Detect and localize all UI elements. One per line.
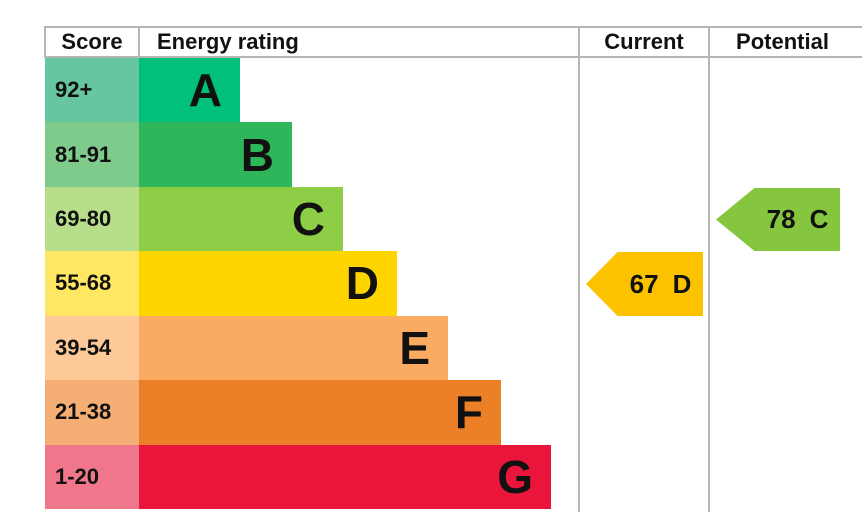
score-range-label: 21-38 xyxy=(55,399,112,425)
current-rating-value: 67 xyxy=(629,268,659,299)
potential-rating-letter: C xyxy=(809,204,829,234)
score-range-cell: 55-68 xyxy=(45,251,139,316)
band-row-a: 92+ A xyxy=(45,58,862,123)
current-column-header: Current xyxy=(604,29,684,54)
current-column-line xyxy=(578,26,580,512)
score-range-cell: 1-20 xyxy=(45,444,139,509)
band-bar-c: C xyxy=(139,186,343,252)
band-bar-f: F xyxy=(139,380,501,445)
band-row-c: 69-80 C xyxy=(45,186,862,252)
band-row-d: 55-68 D xyxy=(45,251,862,316)
potential-column-header: Potential xyxy=(736,29,829,54)
energy-rating-column-header: Energy rating xyxy=(157,29,299,54)
band-row-b: 81-91 B xyxy=(45,122,862,187)
band-letter: F xyxy=(454,386,483,439)
header-left-border xyxy=(44,26,46,58)
band-row-f: 21-38 F xyxy=(45,380,862,445)
band-letter: C xyxy=(291,193,325,246)
band-bar-a: A xyxy=(139,58,240,123)
potential-column-line xyxy=(708,26,710,512)
score-range-label: 92+ xyxy=(55,77,93,103)
score-range-label: 81-91 xyxy=(55,141,112,167)
band-bar-g: G xyxy=(139,444,551,509)
band-letter: E xyxy=(399,321,430,374)
band-letter: D xyxy=(345,257,379,310)
band-row-e: 39-54 E xyxy=(45,315,862,381)
score-range-cell: 92+ xyxy=(45,58,139,123)
potential-rating-value: 78 xyxy=(766,204,796,234)
score-range-label: 55-68 xyxy=(55,270,112,296)
band-letter: G xyxy=(497,450,533,503)
band-letter: B xyxy=(240,128,274,181)
header-top-border xyxy=(44,26,862,28)
score-energy-divider xyxy=(138,26,140,58)
score-range-cell: 21-38 xyxy=(45,380,139,445)
header-bottom-border xyxy=(44,56,862,58)
score-range-cell: 39-54 xyxy=(45,315,139,381)
band-letter: A xyxy=(188,64,222,117)
score-range-label: 39-54 xyxy=(55,334,112,360)
score-range-cell: 69-80 xyxy=(45,186,139,252)
current-rating-letter: D xyxy=(672,268,692,299)
band-bar-b: B xyxy=(139,122,292,187)
rating-bands: 92+ A 81-91 B 69-80 C 55-68 D 39-54 xyxy=(45,58,862,509)
band-bar-e: E xyxy=(139,315,448,381)
score-range-label: 1-20 xyxy=(55,463,100,489)
score-range-label: 69-80 xyxy=(55,206,112,232)
band-row-g: 1-20 G xyxy=(45,444,862,509)
score-range-cell: 81-91 xyxy=(45,122,139,187)
score-column-header: Score xyxy=(61,29,123,54)
band-bar-d: D xyxy=(139,251,397,316)
